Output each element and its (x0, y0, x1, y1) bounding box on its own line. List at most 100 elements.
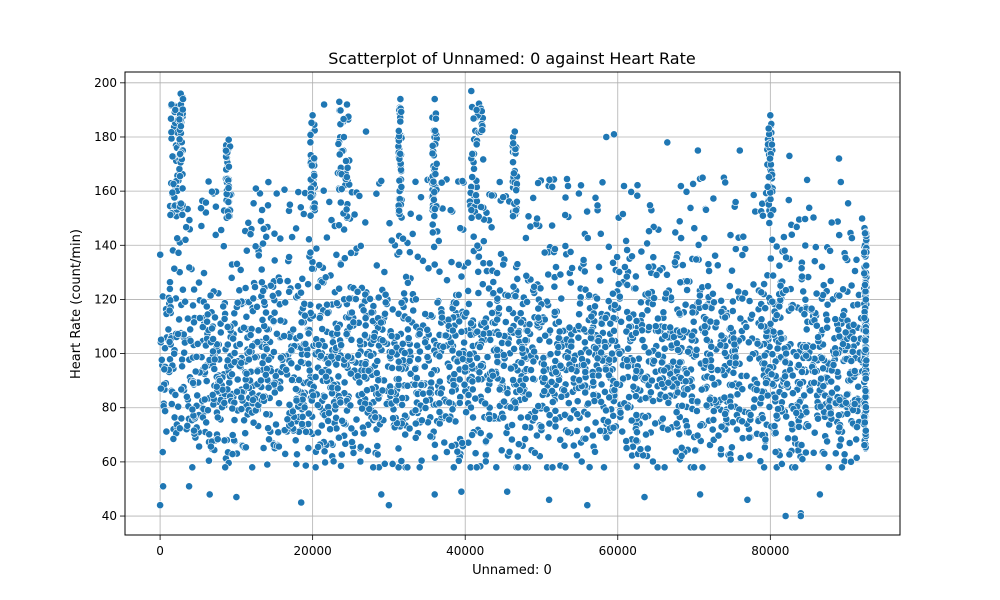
x-tick-label: 20000 (294, 544, 332, 558)
data-point (641, 374, 649, 382)
data-point (408, 229, 417, 238)
data-point (467, 206, 476, 214)
outlier-point (583, 501, 592, 510)
data-point (819, 382, 828, 391)
data-point (456, 224, 465, 233)
data-point (241, 429, 250, 438)
data-point (300, 311, 309, 320)
data-point (342, 330, 351, 338)
data-point (223, 340, 232, 349)
data-point (343, 163, 352, 172)
data-point (745, 433, 754, 442)
data-point (666, 323, 675, 332)
data-point (707, 342, 716, 351)
data-point (606, 319, 615, 328)
data-point (257, 278, 266, 287)
data-point (499, 193, 508, 202)
data-point (619, 374, 627, 383)
data-point (849, 320, 858, 329)
data-point (567, 365, 576, 373)
data-point (861, 287, 870, 296)
data-point (689, 179, 697, 188)
data-point (522, 271, 531, 280)
data-point (487, 223, 496, 232)
y-tick-label: 140 (94, 238, 117, 252)
data-point (460, 338, 468, 347)
data-point (169, 179, 178, 188)
data-point (643, 444, 652, 453)
data-point (583, 410, 592, 419)
data-point (246, 331, 255, 339)
data-point (349, 448, 358, 457)
data-point (802, 351, 811, 360)
data-point (462, 308, 471, 317)
data-point (394, 126, 403, 135)
data-point (575, 376, 584, 384)
outlier-point (735, 146, 744, 155)
data-point (834, 325, 843, 334)
data-point (705, 395, 714, 404)
data-point (417, 416, 426, 425)
data-point (774, 405, 782, 413)
data-point (355, 191, 364, 200)
data-point (363, 386, 371, 395)
data-point (298, 274, 307, 283)
data-point (307, 118, 316, 127)
data-point (170, 349, 179, 358)
data-point (709, 194, 718, 203)
data-point (423, 325, 432, 334)
data-point (251, 283, 259, 291)
x-tick-label: 60000 (599, 544, 637, 558)
data-point (399, 234, 407, 243)
data-point (678, 401, 686, 410)
data-point (728, 443, 736, 452)
data-point (200, 395, 209, 404)
data-point (623, 403, 632, 412)
data-point (766, 211, 775, 219)
data-point (632, 411, 641, 419)
data-point (276, 353, 285, 362)
data-point (757, 394, 766, 402)
data-point (351, 295, 360, 303)
data-point (157, 335, 165, 344)
data-point (190, 426, 198, 435)
data-point (683, 385, 692, 394)
data-point (336, 198, 345, 207)
data-point (241, 284, 250, 292)
data-point (831, 449, 840, 458)
data-point (327, 216, 336, 224)
data-point (598, 178, 607, 187)
data-point (296, 332, 304, 340)
data-point (680, 326, 688, 335)
data-point (609, 411, 618, 420)
data-point (442, 448, 451, 456)
data-point (397, 107, 406, 116)
data-point (486, 335, 495, 344)
data-point (411, 177, 420, 186)
data-point (690, 224, 699, 233)
data-point (200, 269, 208, 277)
data-point (850, 400, 859, 408)
data-point (509, 139, 518, 148)
data-point (448, 405, 457, 414)
data-point (495, 178, 504, 186)
data-point (387, 236, 396, 245)
data-point (622, 236, 630, 245)
data-point (251, 184, 260, 193)
outlier-point (156, 501, 164, 510)
data-point (844, 199, 852, 208)
data-point (643, 306, 652, 315)
data-point (782, 286, 790, 295)
data-point (174, 330, 182, 338)
data-point (398, 339, 407, 348)
data-point (345, 294, 354, 303)
data-point (794, 361, 803, 369)
data-point (547, 377, 556, 386)
data-point (336, 398, 345, 407)
data-point (633, 428, 641, 437)
data-point (517, 318, 525, 327)
data-point (283, 277, 292, 285)
data-point (581, 388, 590, 397)
data-point (818, 262, 826, 271)
